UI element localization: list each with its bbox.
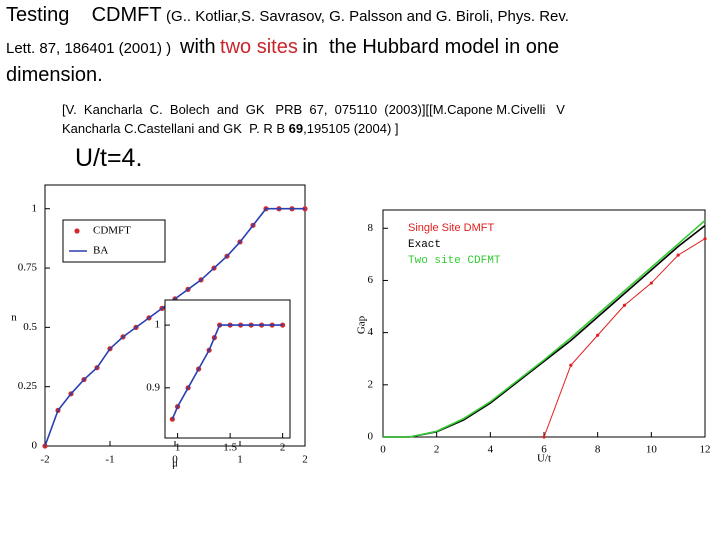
y-tick-label: 8: [368, 222, 374, 234]
y-tick-label: 0.9: [146, 381, 160, 393]
y-tick-label: 1: [32, 202, 38, 214]
y-tick-label: 0: [32, 440, 38, 452]
reference: [V. Kancharla C. Bolech and GK PRB 67, 0…: [62, 100, 565, 138]
heading-text: Lett. 87, 186401 (2001) ): [6, 40, 172, 57]
legend-label: Exact: [408, 239, 441, 251]
x-tick-label: -2: [40, 454, 49, 466]
reference-text: 69: [288, 121, 304, 136]
y-tick-label: 2: [368, 378, 374, 390]
reference-text: ,195105 (2004) ]: [303, 121, 399, 136]
data-point: [676, 253, 680, 257]
heading-text: with: [180, 36, 216, 58]
y-tick-label: 6: [368, 274, 374, 286]
data-point: [569, 363, 573, 367]
heading-line: Testing CDMFT (G.. Kotliar,S. Savrasov, …: [6, 4, 569, 27]
data-point: [542, 435, 546, 439]
y-axis-label: n: [11, 312, 17, 324]
reference-text: Kancharla C.Castellani and GK P. R B: [62, 121, 289, 136]
plot-frame: [164, 299, 291, 439]
heading-text: dimension.: [6, 64, 103, 86]
legend-box: [62, 219, 166, 263]
y-tick-label: 0.5: [23, 321, 37, 333]
x-tick-label: 10: [646, 444, 658, 456]
x-tick-label: 2: [302, 454, 308, 466]
x-tick-label: 8: [595, 444, 601, 456]
reference-text: [V. Kancharla C. Bolech and GK PRB 67, 0…: [62, 102, 565, 117]
y-tick-label: 0: [368, 431, 374, 443]
x-tick-label: 12: [700, 444, 711, 456]
x-axis-label: μ: [172, 458, 178, 470]
label: U/t=4.: [75, 144, 143, 172]
data-point: [703, 237, 707, 241]
heading-text: Testing CDMFT: [6, 4, 162, 26]
y-tick-label: 4: [368, 326, 374, 338]
x-tick-label: 0: [172, 454, 178, 466]
x-tick-label: 2: [280, 442, 286, 454]
legend-marker: [74, 228, 80, 234]
y-tick-label: 1: [155, 319, 161, 331]
x-tick-label: 1: [175, 442, 181, 454]
x-tick-label: 0: [380, 444, 386, 456]
plot-frame: [382, 209, 706, 438]
x-tick-label: -1: [105, 454, 114, 466]
series-line: [44, 207, 305, 447]
data-point: [649, 281, 653, 285]
heading-line: Lett. 87, 186401 (2001) ) with two sites…: [6, 36, 559, 59]
heading-text: in the Hubbard model in one: [302, 36, 560, 58]
x-tick-label: 1: [237, 454, 243, 466]
x-axis-label: U/t: [537, 453, 551, 465]
legend-label: CDMFT: [93, 225, 131, 237]
series-line: [383, 219, 706, 438]
legend-label: BA: [93, 245, 108, 257]
x-tick-label: 2: [434, 444, 440, 456]
y-tick-label: 0.75: [18, 262, 38, 274]
data-point: [622, 303, 627, 307]
y-tick-label: 0.25: [18, 380, 38, 392]
legend-label: Two site CDFMT: [408, 255, 501, 267]
heading-text: (G.. Kotliar,S. Savrasov, G. Palsson and…: [166, 8, 569, 25]
x-tick-label: 4: [488, 444, 494, 456]
y-axis-label: Gap: [356, 315, 368, 334]
legend-label: Single Site DMFT: [408, 222, 494, 234]
data-point: [596, 333, 600, 337]
heading-text: two sites: [220, 36, 298, 58]
x-tick-label: 6: [541, 444, 547, 456]
series-line: [171, 324, 283, 420]
x-tick-label: 1.5: [223, 442, 237, 454]
